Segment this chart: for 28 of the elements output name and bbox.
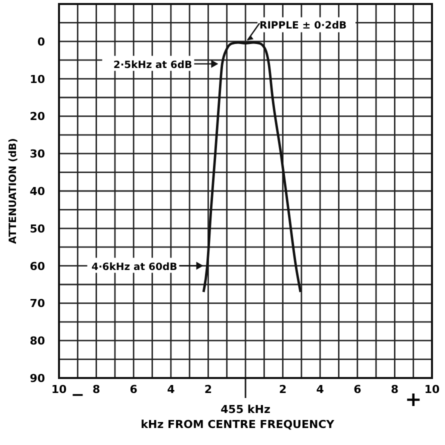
y-tick-label: 40 <box>30 185 46 198</box>
y-tick-label: 30 <box>30 148 46 161</box>
x-tick-label: 6 <box>130 383 138 396</box>
text: 455 kHz <box>220 403 270 416</box>
y-tick-label: 0 <box>37 35 46 48</box>
x-tick-label: 8 <box>390 383 399 396</box>
x-tick-label: 8 <box>92 383 100 396</box>
x-tick-label: 10 <box>51 383 67 396</box>
annotation: 2·5kHz at 6dB <box>113 60 192 71</box>
y-tick-label: 60 <box>30 260 46 273</box>
y-tick-label: 70 <box>30 297 46 310</box>
y-tick-label: 50 <box>30 222 46 236</box>
annotation: 4·6kHz at 60dB <box>92 262 178 273</box>
text: − <box>70 385 84 404</box>
text: + <box>404 387 422 411</box>
y-tick-label: 20 <box>30 110 46 124</box>
x-tick-label: 4 <box>316 383 324 396</box>
x-tick-label: 10 <box>424 383 440 396</box>
x-tick-label: 6 <box>354 383 362 396</box>
x-tick-label: 4 <box>167 383 176 396</box>
y-tick-label: 80 <box>30 334 46 348</box>
y-tick-label: 90 <box>30 372 46 385</box>
x-tick-label: 2 <box>278 383 287 396</box>
x-tick-label: 2 <box>204 383 212 396</box>
y-axis-title: ATTENUATION (dB) <box>8 138 19 244</box>
y-tick-label: 10 <box>30 72 46 86</box>
x-axis-title: kHz FROM CENTRE FREQUENCY <box>140 418 336 431</box>
annotation: RIPPLE ± 0·2dB <box>260 20 347 32</box>
